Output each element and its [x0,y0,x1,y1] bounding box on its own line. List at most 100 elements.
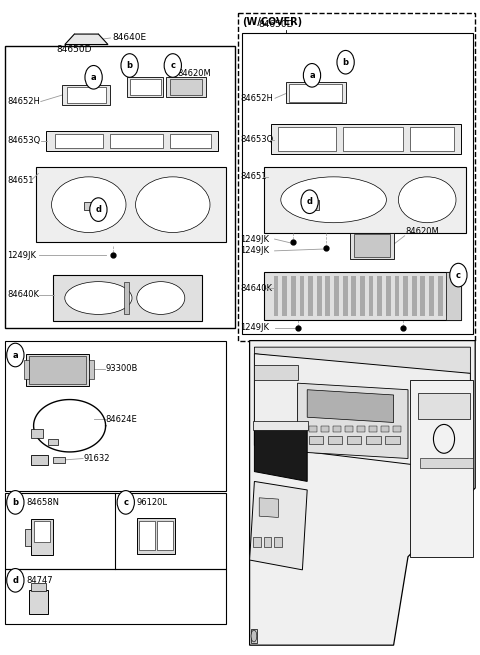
Polygon shape [34,521,50,542]
Text: 84650D: 84650D [57,45,92,54]
Text: b: b [12,498,18,507]
Polygon shape [393,426,401,432]
Polygon shape [278,127,336,151]
Polygon shape [53,457,65,463]
Polygon shape [53,275,202,321]
Polygon shape [26,354,89,386]
Polygon shape [455,276,460,316]
Polygon shape [381,426,389,432]
Polygon shape [46,131,218,151]
Polygon shape [274,276,278,316]
Ellipse shape [137,282,185,314]
Polygon shape [29,590,48,614]
Polygon shape [84,202,101,210]
Polygon shape [309,436,323,444]
Polygon shape [139,521,155,550]
Polygon shape [369,276,373,316]
Polygon shape [55,134,103,148]
Circle shape [450,263,467,287]
Circle shape [121,54,138,77]
Polygon shape [377,276,382,316]
Polygon shape [264,167,466,233]
Polygon shape [420,276,425,316]
Circle shape [337,50,354,74]
Text: d: d [12,576,18,585]
Text: 1249JK: 1249JK [240,323,269,332]
Text: 1249JK: 1249JK [240,246,269,255]
Text: 84650D: 84650D [258,20,294,29]
Polygon shape [291,276,296,316]
Polygon shape [420,458,473,468]
Polygon shape [350,233,394,259]
Text: 1249JK: 1249JK [7,251,36,260]
Polygon shape [264,537,271,547]
Bar [5,46,235,328]
Text: 84652H: 84652H [240,94,273,103]
Text: 84652H: 84652H [7,97,40,106]
Polygon shape [254,365,298,380]
Circle shape [303,64,321,87]
Text: 84624E: 84624E [106,415,137,424]
Polygon shape [446,276,451,316]
Polygon shape [343,127,403,151]
Text: 1249JK: 1249JK [240,234,269,244]
Polygon shape [31,455,48,465]
Polygon shape [253,537,261,547]
Text: 84651: 84651 [7,176,34,185]
Polygon shape [253,421,308,430]
Text: a: a [12,350,18,360]
Polygon shape [351,276,356,316]
Polygon shape [130,79,161,95]
Polygon shape [29,356,86,384]
Ellipse shape [135,177,210,233]
Polygon shape [31,429,43,438]
Ellipse shape [281,177,386,223]
Polygon shape [31,583,46,591]
Polygon shape [369,426,377,432]
Polygon shape [289,84,342,102]
Polygon shape [317,276,322,316]
Polygon shape [250,341,475,645]
Polygon shape [25,529,31,546]
Polygon shape [410,380,473,557]
Polygon shape [321,426,329,432]
Polygon shape [254,354,470,472]
Polygon shape [259,498,278,517]
Text: d: d [307,197,312,206]
Polygon shape [250,481,307,570]
Polygon shape [357,426,365,432]
Bar [5,493,226,569]
Polygon shape [307,390,394,422]
Text: 84640E: 84640E [113,33,147,43]
Circle shape [7,491,24,514]
Text: 84747: 84747 [26,576,53,585]
Polygon shape [264,272,461,320]
Polygon shape [254,347,470,373]
Polygon shape [124,282,129,314]
Text: b: b [127,61,132,70]
Polygon shape [24,360,29,379]
Polygon shape [309,426,317,432]
Polygon shape [65,34,108,45]
Polygon shape [170,79,202,95]
Text: 84653Q: 84653Q [240,135,273,144]
Polygon shape [36,167,226,242]
Polygon shape [305,200,319,210]
Circle shape [301,190,318,214]
Text: 96120L: 96120L [137,498,168,507]
Text: a: a [91,73,96,82]
Bar [238,13,475,341]
Circle shape [7,343,24,367]
Polygon shape [333,426,341,432]
Text: 84640K: 84640K [240,284,272,293]
Text: 84640K: 84640K [7,290,39,299]
Polygon shape [110,134,163,148]
Polygon shape [48,439,58,445]
Polygon shape [254,422,307,481]
Polygon shape [386,276,391,316]
Text: d: d [96,205,101,214]
Polygon shape [170,134,211,148]
Polygon shape [446,272,461,320]
Polygon shape [31,519,53,555]
Text: 84658N: 84658N [26,498,60,507]
